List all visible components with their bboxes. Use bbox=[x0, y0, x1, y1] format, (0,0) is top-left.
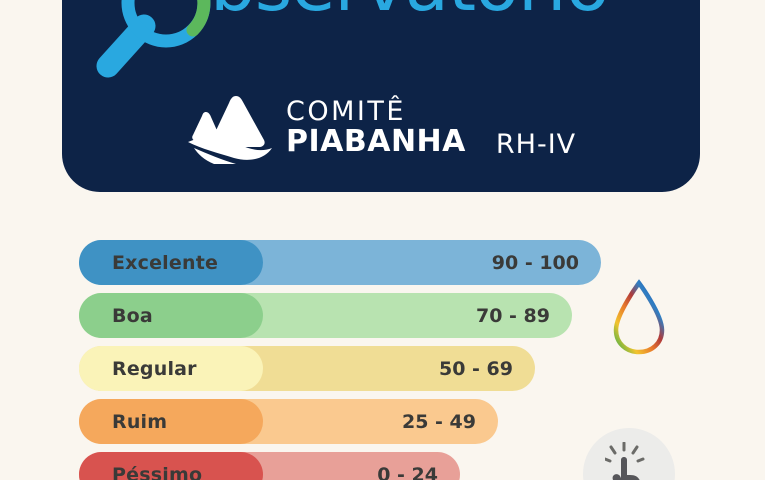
mountain-leaf-icon bbox=[184, 92, 276, 164]
legend-range-text: 25 - 49 bbox=[402, 410, 476, 433]
pointing-hand-tap-icon bbox=[603, 441, 655, 480]
committee-lockup: COMITÊ PIABANHA RH-IV bbox=[184, 92, 576, 164]
legend-range-text: 90 - 100 bbox=[491, 251, 579, 274]
brand-row: bservatório bbox=[62, 0, 700, 82]
legend-label-pill: Excelente bbox=[79, 240, 263, 285]
legend-range-text: 50 - 69 bbox=[439, 357, 513, 380]
tap-hint-button[interactable] bbox=[583, 428, 675, 480]
header-panel: bservatório COMITÊ PIABANHA RH-IV bbox=[62, 0, 700, 192]
legend-label-pill: Boa bbox=[79, 293, 263, 338]
legend-label-pill: Ruim bbox=[79, 399, 263, 444]
magnifier-icon bbox=[94, 0, 226, 80]
legend-label-text: Ruim bbox=[112, 410, 168, 433]
page-title: bservatório bbox=[210, 0, 610, 26]
legend-label-text: Excelente bbox=[112, 251, 219, 274]
legend-row[interactable]: Excelente 90 - 100 bbox=[79, 240, 601, 285]
legend-label-text: Regular bbox=[112, 357, 197, 380]
legend-label-text: Boa bbox=[112, 304, 153, 327]
committee-line-1: COMITÊ bbox=[286, 96, 406, 127]
legend-label-pill: Péssimo bbox=[79, 452, 263, 480]
region-code: RH-IV bbox=[495, 129, 577, 160]
rainbow-water-droplet-icon bbox=[608, 278, 670, 356]
legend-range-text: 70 - 89 bbox=[476, 304, 550, 327]
legend-row[interactable]: Péssimo 0 - 24 bbox=[79, 452, 460, 480]
legend-row[interactable]: Regular 50 - 69 bbox=[79, 346, 535, 391]
legend-range-text: 0 - 24 bbox=[377, 463, 438, 480]
legend-label-text: Péssimo bbox=[112, 463, 203, 480]
committee-line-2: PIABANHA bbox=[286, 124, 466, 159]
legend-label-pill: Regular bbox=[79, 346, 263, 391]
legend-row[interactable]: Boa 70 - 89 bbox=[79, 293, 572, 338]
committee-words: COMITÊ PIABANHA bbox=[286, 98, 466, 158]
legend-row[interactable]: Ruim 25 - 49 bbox=[79, 399, 498, 444]
